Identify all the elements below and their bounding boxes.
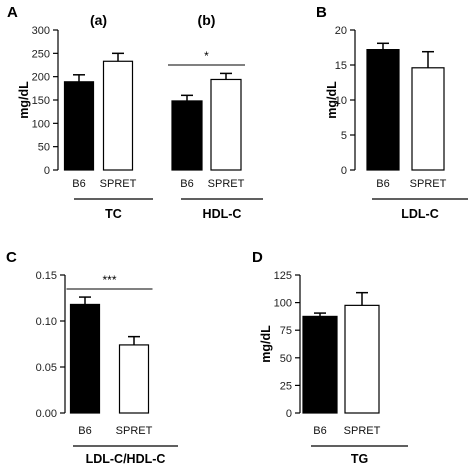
panel-d-y-label: mg/dL: [259, 325, 273, 363]
panel-d-group-1-bar-spret: [344, 304, 380, 414]
panel-c-group-1-label: LDL-C/HDL-C: [86, 452, 166, 466]
panel-b-tick-label: 0: [341, 165, 347, 177]
panel-b-y-label: mg/dL: [325, 81, 339, 119]
panel-a-group-1-bar-spret: [102, 60, 134, 171]
panel-a-tick-label: 150: [32, 95, 50, 107]
panel-d-tick-label: 50: [280, 353, 292, 365]
panel-d-letter: D: [252, 249, 263, 266]
panel-a-tick-label: 0: [44, 165, 50, 177]
panel-c-tick-label: 0.15: [36, 270, 57, 282]
panel-a-group-1-label: TC: [105, 207, 122, 221]
panel-a-group-2-subtitle: (b): [198, 12, 216, 28]
panel-a-group-2-bar-spret: [210, 78, 242, 171]
panel-a-group-1-subtitle: (a): [90, 12, 107, 28]
panel-a-group-1-bar-b6: [63, 81, 95, 171]
panel-c-group-1-category-label: SPRET: [116, 425, 153, 437]
panel-b-tick-label: 5: [341, 130, 347, 142]
panel-a-group-2-significance-mark: *: [204, 49, 209, 63]
panel-a-tick-label: 200: [32, 72, 50, 84]
panel-c-group-1-bar-spret: [118, 344, 150, 414]
panel-a-group-2-bar-b6: [171, 100, 203, 171]
panel-d-group-1-category-label: SPRET: [344, 425, 381, 437]
panel-a-group-2-label: HDL-C: [203, 207, 242, 221]
panel-b-group-1-category-label: B6: [376, 178, 389, 190]
panel-c-group-1-category-label: B6: [78, 425, 91, 437]
panel-b-group-1-category-label: SPRET: [410, 178, 447, 190]
panel-a-group-1-category-label: SPRET: [100, 178, 137, 190]
panel-b-group-1-bar-spret: [411, 67, 445, 171]
panel-d-group-1-label: TG: [351, 452, 368, 466]
panel-a-y-label: mg/dL: [17, 81, 31, 119]
panel-c-letter: C: [6, 249, 17, 266]
panel-a-tick-label: 100: [32, 118, 50, 130]
panel-d-tick-label: 25: [280, 380, 292, 392]
panel-d-tick-label: 100: [274, 298, 292, 310]
panel-a-group-2-category-label: B6: [180, 178, 193, 190]
panel-a-letter: A: [7, 4, 18, 21]
panel-c-tick-label: 0.05: [36, 362, 57, 374]
panel-c-group-1-significance-mark: ***: [102, 273, 116, 287]
panel-c-group-1-bar-b6: [69, 303, 101, 414]
panel-d-tick-label: 0: [286, 408, 292, 420]
panel-a-tick-label: 50: [38, 142, 50, 154]
panel-b-group-1-bar-b6: [366, 48, 400, 171]
panel-a-group-1-category-label: B6: [72, 178, 85, 190]
panel-b-tick-label: 20: [335, 25, 347, 37]
panel-c-tick-label: 0.10: [36, 316, 57, 328]
panel-d-group-1-bar-b6: [302, 315, 338, 414]
panel-a-tick-label: 300: [32, 25, 50, 37]
panel-c-tick-label: 0.00: [36, 408, 57, 420]
panel-a-tick-label: 250: [32, 48, 50, 60]
panel-b-letter: B: [316, 4, 327, 21]
panel-d-tick-label: 75: [280, 325, 292, 337]
panel-d-group-1-category-label: B6: [313, 425, 326, 437]
panel-b-tick-label: 10: [335, 95, 347, 107]
panel-b-tick-label: 15: [335, 60, 347, 72]
panel-a-group-2-category-label: SPRET: [208, 178, 245, 190]
panel-b-group-1-label: LDL-C: [401, 207, 439, 221]
panel-d-tick-label: 125: [274, 270, 292, 282]
